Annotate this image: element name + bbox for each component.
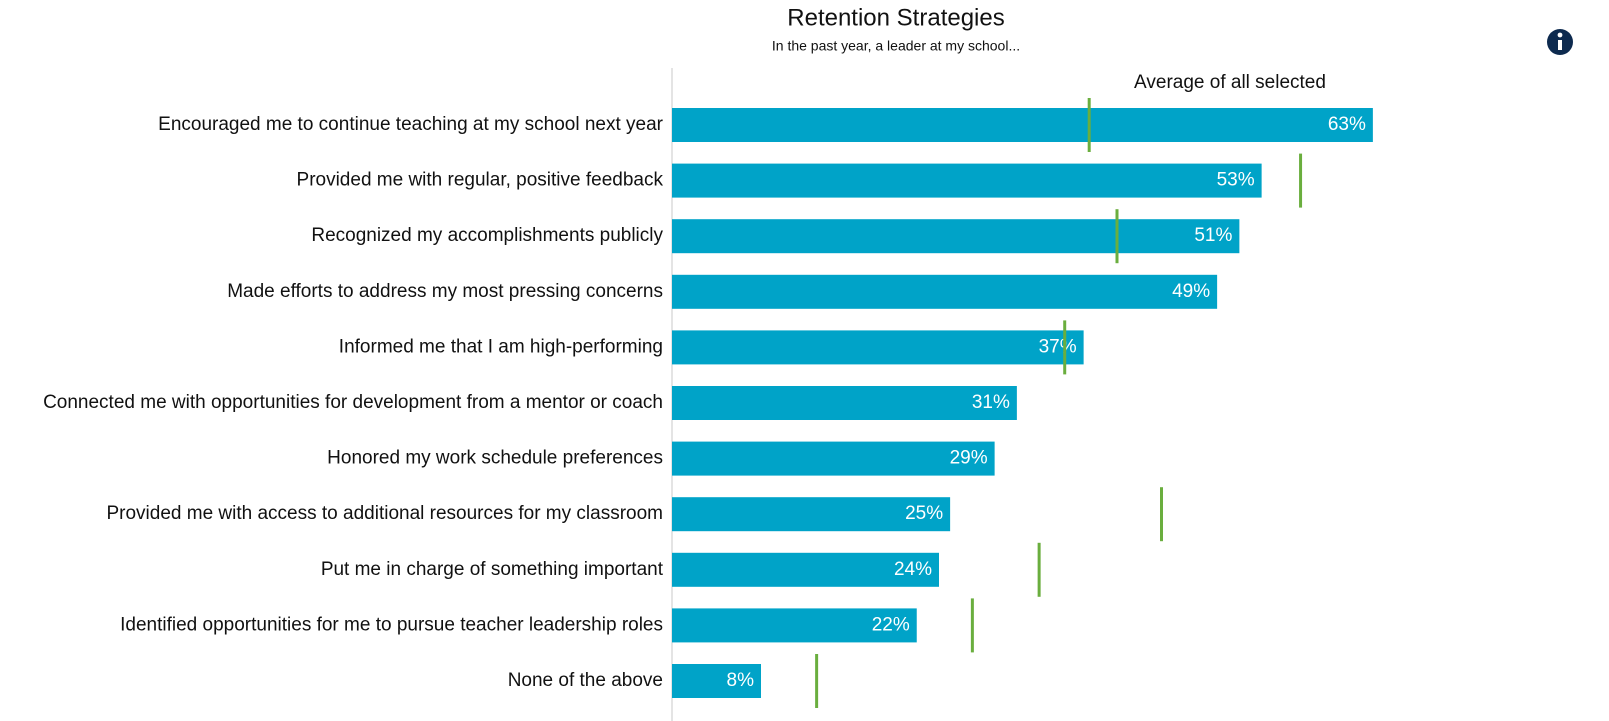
category-label: Provided me with access to additional re… <box>106 503 663 524</box>
category-label: Put me in charge of something important <box>321 559 664 580</box>
category-label: Connected me with opportunities for deve… <box>43 392 663 413</box>
legend-label: Average of all selected <box>1134 72 1326 93</box>
value-label: 22% <box>872 614 910 635</box>
value-label: 24% <box>894 559 932 580</box>
value-label: 8% <box>727 670 755 691</box>
label-line: Encouraged me to continue teaching at my… <box>158 114 664 135</box>
label-line: Recognized my accomplishments publicly <box>311 225 663 246</box>
bar <box>672 330 1084 365</box>
chart-title: Retention Strategies <box>787 4 1004 31</box>
category-label: Honored my work schedule preferences <box>327 448 663 469</box>
value-label: 31% <box>972 392 1010 413</box>
value-label: 63% <box>1328 114 1366 135</box>
bar <box>672 219 1240 254</box>
category-label: Made efforts to address my most pressing… <box>227 281 663 302</box>
bar <box>672 274 1218 309</box>
category-label: None of the above <box>508 670 663 691</box>
category-label: Provided me with regular, positive feedb… <box>297 170 664 191</box>
category-label: Encouraged me to continue teaching at my… <box>158 114 664 135</box>
category-label: Informed me that I am high-performing <box>339 336 663 357</box>
label-line: None of the above <box>508 670 663 691</box>
chart-subtitle: In the past year, a leader at my school.… <box>772 38 1020 54</box>
bar <box>672 664 761 698</box>
info-icon[interactable] <box>1547 29 1573 55</box>
value-label: 37% <box>1039 336 1077 357</box>
bar <box>672 386 1017 420</box>
label-line: Identified opportunities for me to pursu… <box>120 614 663 635</box>
bar <box>672 108 1373 142</box>
label-line: Put me in charge of something important <box>321 559 664 580</box>
label-line: Informed me that I am high-performing <box>339 336 663 357</box>
bar <box>672 163 1262 198</box>
info-stem[interactable] <box>1558 40 1562 50</box>
label-line: Honored my work schedule preferences <box>327 448 663 469</box>
info-dot[interactable] <box>1557 32 1563 38</box>
value-label: 25% <box>905 503 943 524</box>
category-label: Identified opportunities for me to pursu… <box>120 614 663 635</box>
bar <box>672 608 917 643</box>
label-line: Connected me with opportunities for deve… <box>43 392 663 413</box>
value-label: 29% <box>950 448 988 469</box>
bar <box>672 552 939 587</box>
bar <box>672 441 995 476</box>
value-label: 53% <box>1217 170 1255 191</box>
value-label: 51% <box>1194 225 1232 246</box>
category-label: Recognized my accomplishments publicly <box>311 225 663 246</box>
label-line: Made efforts to address my most pressing… <box>227 281 663 302</box>
bar <box>672 497 951 532</box>
value-label: 49% <box>1172 281 1210 302</box>
label-line: Provided me with access to additional re… <box>106 503 663 524</box>
label-line: Provided me with regular, positive feedb… <box>297 170 664 191</box>
